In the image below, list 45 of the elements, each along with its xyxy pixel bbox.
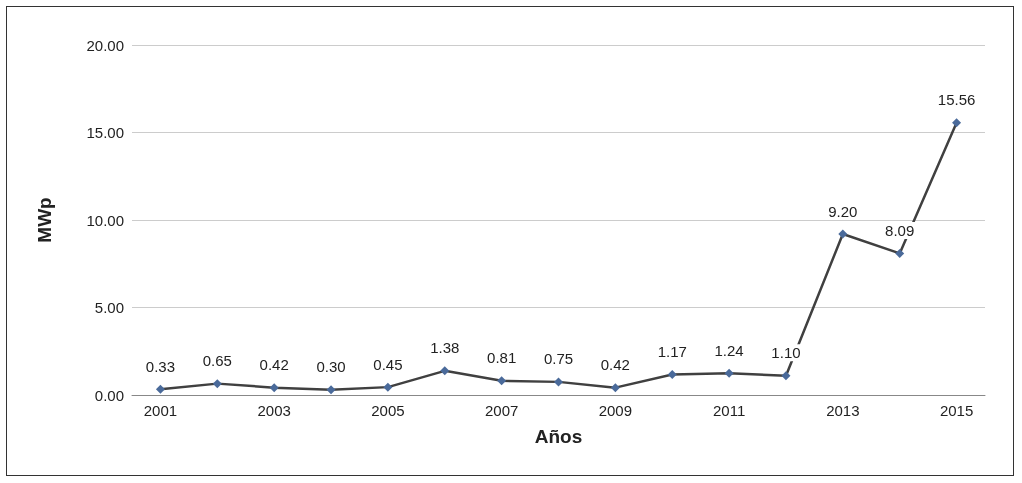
data-label: 1.10 [771,344,801,362]
point [724,368,734,378]
point [610,383,620,393]
data-label: 0.33 [145,357,176,375]
point [440,366,450,376]
data-label: 0.81 [487,349,517,367]
point [155,384,165,394]
point [781,371,791,381]
data-label: 1.17 [657,343,687,361]
y-tick-label: 20.00 [86,36,124,54]
x-tick-label: 2015 [939,402,974,419]
data-label: 0.65 [202,352,232,370]
x-tick-label: 2003 [257,402,291,419]
x-tick-label: 2005 [371,402,405,419]
data-label: 15.56 [937,91,976,109]
data-label: 1.38 [430,339,460,357]
point [212,379,222,389]
data-label: 1.24 [714,341,744,359]
data-label: 9.20 [828,202,858,220]
point [952,118,962,128]
y-tick-label: 15.00 [86,124,124,141]
x-tick-label: 2007 [484,402,519,419]
point [326,385,336,395]
data-label: 0.30 [316,358,346,376]
x-tick-label: 2013 [826,402,860,419]
point [554,377,563,387]
point [838,229,848,239]
x-tick-label: 2011 [712,402,746,419]
y-tick-label: 0.00 [94,386,124,404]
point [895,248,905,258]
y-tick-label: 10.00 [86,211,124,229]
point [383,382,393,392]
data-label: 0.42 [259,356,289,374]
y-axis-title: MWp [34,197,55,243]
x-tick-label: 2001 [143,402,178,419]
point [269,383,279,393]
point [667,370,677,380]
data-label: 0.42 [600,356,630,374]
y-tick-label: 5.00 [94,299,124,316]
data-label: 0.45 [373,355,403,373]
data-label: 8.09 [885,221,915,239]
data-label: 0.75 [543,350,574,368]
x-axis-title: Años [534,426,583,447]
x-tick-label: 2009 [598,402,633,419]
point [497,376,507,386]
